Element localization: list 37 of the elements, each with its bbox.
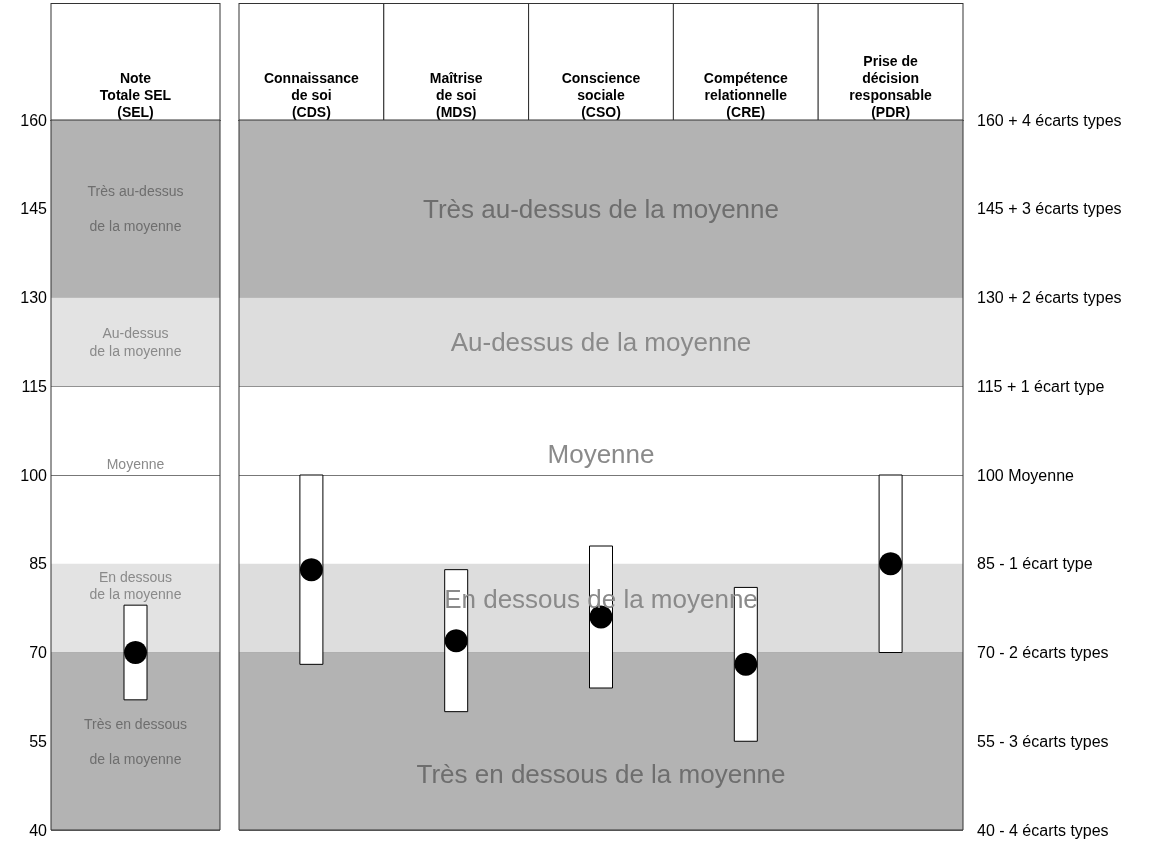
y-tick-label: 85 <box>29 555 48 573</box>
text: 40 - 4 écarts types <box>977 821 1109 839</box>
y-tick-label: 70 <box>29 644 48 661</box>
text: 55 - 3 écarts types <box>977 732 1109 750</box>
point <box>444 629 468 653</box>
x-tick-label: Conscience sociale (CSO) <box>561 69 641 120</box>
x-tick-label: Note Totale SEL (SEL) <box>99 69 172 120</box>
y-tick-label: 115 <box>21 377 48 395</box>
text: 145 + 3 écarts types <box>977 200 1122 218</box>
text: 130 + 2 écarts types <box>977 289 1122 306</box>
band-label: Très au-dessus de la moyenne <box>422 193 780 224</box>
text: Très au-dessus de la moyenne <box>87 183 184 235</box>
point <box>734 652 758 676</box>
text: 85 - 1 écart type <box>977 555 1093 573</box>
text: 100 Moyenne <box>977 466 1075 484</box>
band-label: Très en dessous de la moyenne <box>416 759 786 790</box>
x-tick-label: Maîtrise de soi (MDS) <box>429 69 483 120</box>
y-tick-label: 145 <box>20 200 48 218</box>
y-tick-label: 100 <box>20 466 48 484</box>
annotation: Moyenne <box>106 455 165 472</box>
y-tick-label: 40 <box>29 821 48 839</box>
x-tick-label: Prise de décision responsable (PDR) <box>849 52 933 120</box>
band-label: En dessous de la moyenne <box>89 568 182 602</box>
x-tick-label: Connaissance de soi (CDS) <box>263 69 360 120</box>
text: Très en dessous de la moyenne <box>84 715 187 767</box>
x-tick-label: Compétence relationnelle (CRE) <box>703 69 789 120</box>
band-label: Au-dessus de la moyenne <box>450 326 752 357</box>
text: 70 - 2 écarts types <box>977 644 1109 661</box>
annotation: Moyenne <box>547 439 655 470</box>
bar <box>299 474 324 665</box>
y-tick-label: 130 <box>20 289 48 306</box>
y-tick-label: 160 <box>20 111 48 129</box>
point <box>299 558 323 582</box>
band-label: Au-dessus de la moyenne <box>89 325 182 359</box>
text: 160 + 4 écarts types <box>977 111 1122 129</box>
y-tick-label: 55 <box>29 732 48 750</box>
text: 115 + 1 écart type <box>977 377 1105 395</box>
